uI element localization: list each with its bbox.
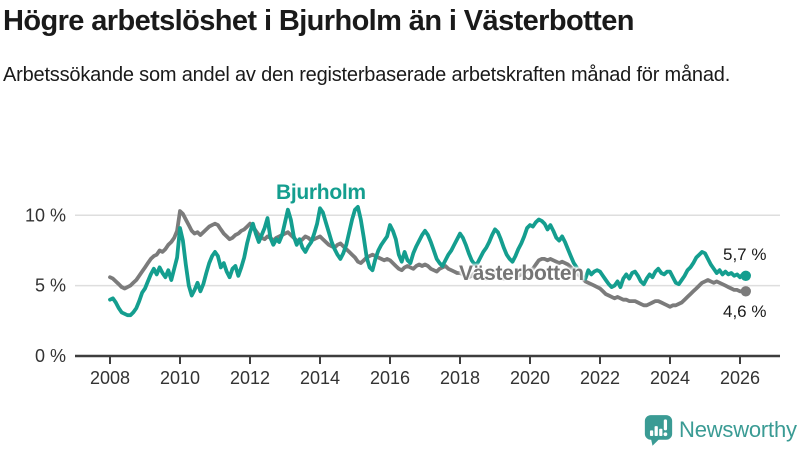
x-axis-tick-label: 2020 xyxy=(510,368,550,388)
y-axis-tick-label: 0 % xyxy=(35,346,66,366)
x-axis-tick-label: 2016 xyxy=(370,368,410,388)
vasterbotten-end-value-label: 4,6 % xyxy=(723,302,767,321)
x-axis-tick-label: 2008 xyxy=(90,368,130,388)
x-axis-tick-label: 2014 xyxy=(300,368,340,388)
vasterbotten-series-label: Västerbotten xyxy=(459,262,584,285)
bjurholm-series-label: Bjurholm xyxy=(276,181,366,204)
y-axis-tick-label: 5 % xyxy=(35,276,66,296)
x-axis-tick-label: 2026 xyxy=(720,368,760,388)
series-end-dot-bjurholm xyxy=(740,270,751,281)
x-axis-tick-label: 2024 xyxy=(650,368,690,388)
x-axis-tick-label: 2022 xyxy=(580,368,620,388)
page-title: Högre arbetslöshet i Bjurholm än i Väste… xyxy=(3,5,634,37)
x-axis-tick-label: 2012 xyxy=(230,368,270,388)
newsworthy-logo: Newsworthy xyxy=(644,414,797,446)
series-line-bjurholm xyxy=(108,204,748,318)
x-axis-tick-label: 2010 xyxy=(160,368,200,388)
chart-subtitle: Arbetssökande som andel av den registerb… xyxy=(3,64,731,86)
series-line-vasterbotten xyxy=(108,209,748,309)
bjurholm-end-value-label: 5,7 % xyxy=(723,245,767,264)
y-axis-tick-label: 10 % xyxy=(25,205,66,225)
x-axis-tick-label: 2018 xyxy=(440,368,480,388)
newsworthy-chart-bubble-icon xyxy=(644,414,673,446)
newsworthy-wordmark: Newsworthy xyxy=(679,417,797,442)
series-end-dot-vasterbotten xyxy=(740,286,751,297)
